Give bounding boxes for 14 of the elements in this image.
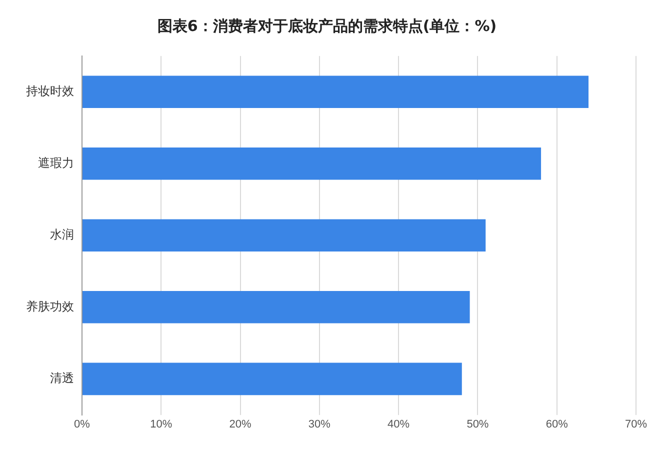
x-tick-label: 50% — [466, 418, 489, 430]
y-tick-label: 遮瑕力 — [38, 156, 74, 170]
x-tick-label: 0% — [74, 418, 90, 430]
chart-title: 图表6：消费者对于底妆产品的需求特点(单位：%) — [157, 16, 497, 35]
x-tick-label: 30% — [308, 418, 331, 430]
y-tick-label: 水润 — [50, 228, 74, 242]
x-tick-label: 20% — [229, 418, 252, 430]
y-tick-label: 养肤功效 — [26, 299, 74, 314]
x-tick-label: 10% — [150, 418, 172, 430]
x-tick-label: 40% — [388, 418, 410, 430]
x-tick-label: 70% — [624, 418, 648, 430]
x-tick-label: 60% — [546, 418, 568, 430]
y-tick-label: 清透 — [50, 371, 74, 386]
y-tick-label: 持妆时效 — [26, 84, 74, 98]
